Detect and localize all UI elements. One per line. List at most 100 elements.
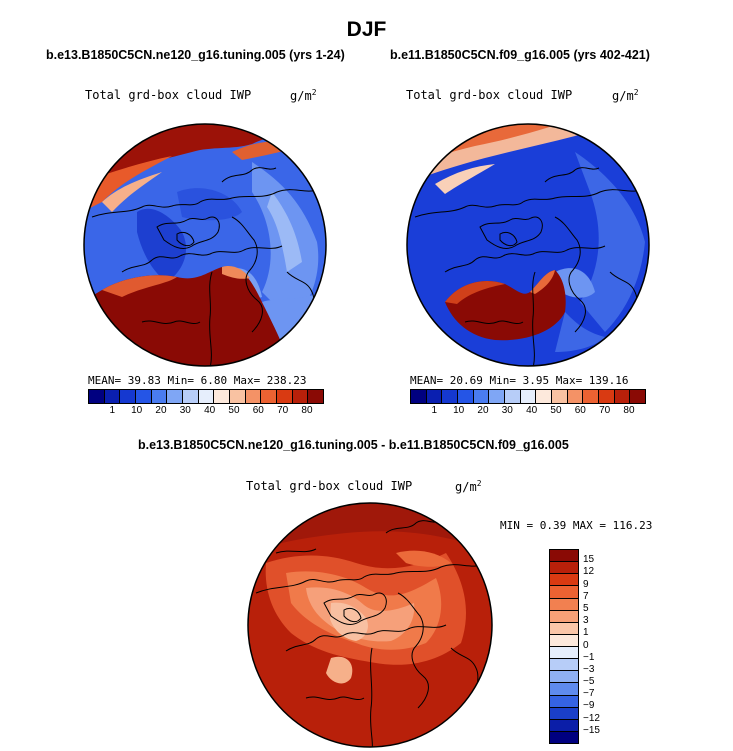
panel-left-stats: MEAN= 39.83 Min= 6.80 Max= 238.23 <box>88 374 307 387</box>
diff-units: g/m2 <box>455 479 482 494</box>
panel-right-colorbar-swatch <box>442 390 459 403</box>
panel-left-colorbar-tick-label: 70 <box>277 405 289 416</box>
panel-right-title: b.e11.B1850C5CN.f09_g16.005 (yrs 402-421… <box>390 48 650 62</box>
diff-colorbar-swatch <box>550 574 578 587</box>
panel-left-colorbar-swatch <box>245 390 262 403</box>
panel-right-colorbar-ticks: 1 10 20 30 40 50 60 70 80 <box>410 405 646 419</box>
panel-right-colorbar-swatch <box>489 390 506 403</box>
diff-colorbar-tick-label: 15 <box>583 554 595 566</box>
diff-colorbar-swatch <box>550 622 578 635</box>
diff-colorbar-swatch <box>550 647 578 660</box>
panel-left-colorbar-tick-label: 10 <box>131 405 143 416</box>
diff-colorbar-swatch <box>550 683 578 696</box>
panel-right-colorbar-tick-label: 20 <box>477 405 489 416</box>
panel-left-colorbar-swatch <box>198 390 215 403</box>
diff-map <box>247 502 493 748</box>
panel-right-colorbar-swatch <box>583 390 600 403</box>
panel-right-colorbar-tick-label: 1 <box>431 405 438 416</box>
panel-left-colorbar-swatch <box>89 390 105 403</box>
diff-title: b.e13.B1850C5CN.ne120_g16.tuning.005 - b… <box>138 438 569 452</box>
panel-left-units: g/m2 <box>290 88 317 103</box>
diff-colorbar-tick-label: −15 <box>583 724 600 736</box>
panel-left-colorbar-swatch <box>120 390 137 403</box>
diff-colorbar-tick-label: −5 <box>583 676 595 688</box>
diff-colorbar-tick-label: 0 <box>583 639 589 651</box>
diff-colorbar-tick-label: 3 <box>583 615 589 627</box>
panel-right-stats: MEAN= 20.69 Min= 3.95 Max= 139.16 <box>410 374 629 387</box>
panel-right-colorbar-swatch <box>411 390 427 403</box>
diff-colorbar-tick-label: −3 <box>583 663 595 675</box>
panel-left-colorbar-tick-label: 40 <box>204 405 216 416</box>
panel-left-colorbar-tick-label: 1 <box>109 405 116 416</box>
panel-left-colorbar-swatch <box>308 390 324 403</box>
panel-right-colorbar-swatch <box>473 390 490 403</box>
panel-left-variable: Total grd-box cloud IWP <box>85 88 252 102</box>
diff-colorbar-tick-label: 9 <box>583 578 589 590</box>
panel-right-colorbar-swatch <box>599 390 615 403</box>
diff-variable: Total grd-box cloud IWP <box>246 479 413 493</box>
panel-right-colorbar-tick-label: 80 <box>623 405 635 416</box>
page-title: DJF <box>346 18 387 41</box>
panel-right-colorbar-swatch <box>630 390 646 403</box>
diff-colorbar-swatch <box>550 562 578 575</box>
diff-colorbar-tick-label: −7 <box>583 688 595 700</box>
panel-left-colorbar-ticks: 1 10 20 30 40 50 60 70 80 <box>88 405 324 419</box>
panel-left-colorbar-swatch <box>151 390 168 403</box>
panel-left-colorbar-swatch <box>104 390 121 403</box>
panel-left-colorbar-swatch <box>214 390 231 403</box>
panel-right-colorbar-swatch <box>426 390 443 403</box>
panel-left-colorbar-swatch <box>183 390 199 403</box>
panel-left-colorbar-tick-label: 80 <box>301 405 313 416</box>
panel-right-colorbar-tick-label: 60 <box>574 405 586 416</box>
panel-right-colorbar-swatch <box>536 390 553 403</box>
panel-left-colorbar-tick-label: 60 <box>252 405 264 416</box>
diff-colorbar-swatch <box>550 586 578 599</box>
panel-right-colorbar-swatch <box>567 390 584 403</box>
panel-right-colorbar-tick-label: 10 <box>453 405 465 416</box>
panel-right-colorbar-tick-label: 30 <box>501 405 513 416</box>
diff-colorbar-tick-label: −12 <box>583 712 600 724</box>
panel-right-variable: Total grd-box cloud IWP <box>406 88 573 102</box>
diff-colorbar-tick-label: 12 <box>583 566 595 578</box>
diff-colorbar-swatch <box>550 731 578 743</box>
panel-left-colorbar-tick-label: 50 <box>228 405 240 416</box>
diff-colorbar-tick-label: −1 <box>583 651 595 663</box>
panel-right-colorbar-swatch <box>458 390 474 403</box>
panel-right-units: g/m2 <box>612 88 639 103</box>
panel-left-colorbar-swatch <box>136 390 152 403</box>
diff-colorbar-swatch <box>550 707 578 720</box>
diff-colorbar-tick-label: 5 <box>583 602 589 614</box>
diff-colorbar-tick-label: −9 <box>583 700 595 712</box>
diff-colorbar-tick-label: 7 <box>583 590 589 602</box>
diff-colorbar <box>549 549 579 744</box>
diff-colorbar-ticks: 15 12 9 7 5 3 1 0 −1 −3 −5 −7 −9 −12 −15 <box>583 549 623 749</box>
panel-left-colorbar-swatch <box>292 390 309 403</box>
panel-right-colorbar-swatch <box>520 390 537 403</box>
panel-left-colorbar-swatch <box>277 390 293 403</box>
panel-left-colorbar-tick-label: 30 <box>179 405 191 416</box>
diff-colorbar-tick-label: 1 <box>583 627 589 639</box>
panel-left-colorbar-swatch <box>230 390 246 403</box>
panel-right-colorbar-swatch <box>614 390 631 403</box>
panel-left-colorbar <box>88 389 324 404</box>
panel-left-map <box>83 123 327 367</box>
panel-right-colorbar <box>410 389 646 404</box>
panel-left-colorbar-swatch <box>167 390 184 403</box>
diff-colorbar-swatch <box>550 659 578 672</box>
diff-colorbar-swatch <box>550 598 578 611</box>
diff-colorbar-swatch <box>550 634 578 647</box>
panel-left-colorbar-tick-label: 20 <box>155 405 167 416</box>
diff-colorbar-swatch <box>550 719 578 732</box>
panel-right-map <box>406 123 650 367</box>
diff-stats: MIN = 0.39 MAX = 116.23 <box>500 519 653 532</box>
diff-colorbar-swatch <box>550 695 578 708</box>
panel-right-colorbar-tick-label: 40 <box>526 405 538 416</box>
diff-colorbar-swatch <box>550 550 578 563</box>
panel-left-colorbar-swatch <box>261 390 278 403</box>
diff-colorbar-swatch <box>550 671 578 684</box>
panel-left-title: b.e13.B1850C5CN.ne120_g16.tuning.005 (yr… <box>46 48 345 62</box>
diff-colorbar-swatch <box>550 610 578 623</box>
panel-right-colorbar-swatch <box>552 390 568 403</box>
panel-right-colorbar-tick-label: 70 <box>599 405 611 416</box>
panel-right-colorbar-swatch <box>505 390 521 403</box>
